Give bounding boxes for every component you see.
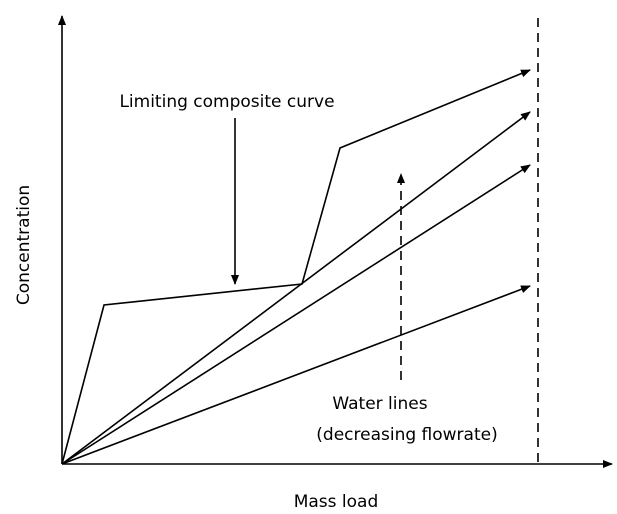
y-axis-label: Concentration	[14, 185, 34, 305]
x-axis-label: Mass load	[294, 492, 379, 512]
water-line	[61, 111, 531, 465]
water-line	[61, 285, 531, 465]
annotation: Limiting composite curve	[119, 92, 334, 112]
composite-curve	[61, 69, 531, 465]
water-line	[61, 164, 531, 465]
annotation: Water lines	[332, 394, 427, 414]
annotation: (decreasing flowrate)	[316, 425, 497, 445]
